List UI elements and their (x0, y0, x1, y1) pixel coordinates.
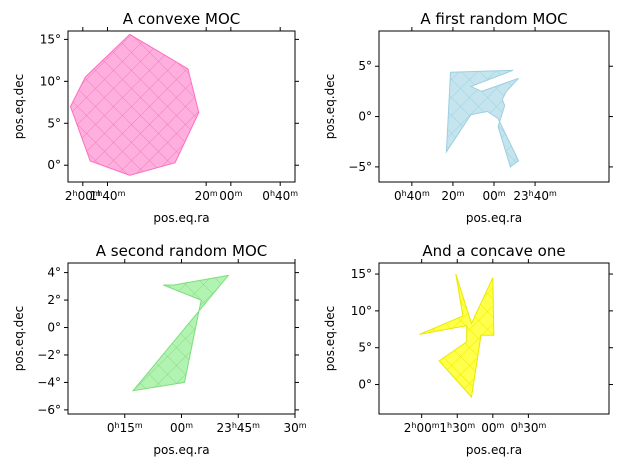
concave-moc-panel: 2h00m 1h30m 00m 0h30m 15° 10° 5° 0° And a concav… (323, 242, 613, 457)
concave-moc-region (419, 273, 495, 399)
x-tick-label: 1h30m (439, 421, 475, 436)
x-tick-label: 0h15m (107, 421, 143, 436)
x-tick-label: 2h00m (404, 421, 440, 436)
concave-moc-axes-frame (378, 262, 610, 415)
second-random-moc-y-axis-label: pos.eq.dec (12, 306, 26, 371)
y-tick-label: 15° (351, 267, 372, 281)
second-random-moc-x-axis-label: pos.eq.ra (153, 443, 209, 457)
convex-moc-y-axis-label: pos.eq.dec (12, 74, 26, 139)
first-random-moc-panel: 0h40m 20m 00m 23h40m 5° 0° −5° A first random M… (323, 10, 613, 225)
y-tick-label: 5° (47, 116, 61, 130)
y-tick-label: 4° (47, 266, 61, 280)
x-tick-label: 0h40m (394, 189, 430, 204)
second-random-moc-title: A second random MOC (96, 242, 267, 260)
concave-moc-y-axis-label: pos.eq.dec (323, 306, 337, 371)
second-random-moc-cells (133, 275, 229, 391)
x-tick-label: 1h40m (90, 189, 126, 204)
x-tick-label: 23h40m (513, 189, 557, 204)
x-tick-label: 30m (283, 421, 306, 436)
convex-moc-x-axis-label: pos.eq.ra (153, 211, 209, 225)
concave-moc-cells (419, 274, 494, 398)
y-tick-label: 0° (47, 321, 61, 335)
convex-moc-axes-frame (67, 30, 296, 183)
convex-moc-title: A convexe MOC (123, 10, 240, 28)
first-random-moc-title: A first random MOC (420, 10, 567, 28)
x-tick-label: 00m (170, 421, 193, 436)
x-tick-label: 23h45m (217, 421, 261, 436)
y-tick-label: 5° (358, 59, 372, 73)
x-tick-label: 20m (195, 189, 218, 204)
concave-moc-title: And a concave one (422, 242, 565, 260)
first-random-moc-y-axis-label: pos.eq.dec (323, 74, 337, 139)
y-tick-label: 0° (358, 110, 372, 124)
y-tick-label: 15° (40, 32, 61, 46)
y-tick-label: −6° (37, 403, 61, 417)
second-random-moc-panel: 0h15m 00m 23h45m 30m 4° 2° 0° −2° −4° −6° A second… (12, 242, 307, 457)
y-tick-label: 0° (47, 158, 61, 172)
x-tick-label: 00m (481, 421, 504, 436)
y-tick-label: 5° (358, 341, 372, 355)
y-tick-label: −5° (348, 160, 372, 174)
y-tick-label: 10° (351, 304, 372, 318)
first-random-moc-x-axis-label: pos.eq.ra (466, 211, 522, 225)
x-tick-label: 20m (441, 189, 464, 204)
y-tick-label: −2° (37, 348, 61, 362)
y-tick-label: 0° (358, 378, 372, 392)
x-tick-label: 0h40m (262, 189, 298, 204)
concave-moc-x-axis-label: pos.eq.ra (466, 443, 522, 457)
second-random-moc-region (131, 274, 230, 392)
x-tick-label: 00m (219, 189, 242, 204)
first-random-moc-region (445, 69, 520, 168)
x-tick-label: 2h00m (65, 189, 101, 204)
x-tick-label: 00m (482, 189, 505, 204)
y-tick-label: −4° (37, 375, 61, 389)
x-tick-label: 0h30m (510, 421, 546, 436)
y-tick-label: 2° (47, 293, 61, 307)
y-tick-label: 10° (40, 74, 61, 88)
